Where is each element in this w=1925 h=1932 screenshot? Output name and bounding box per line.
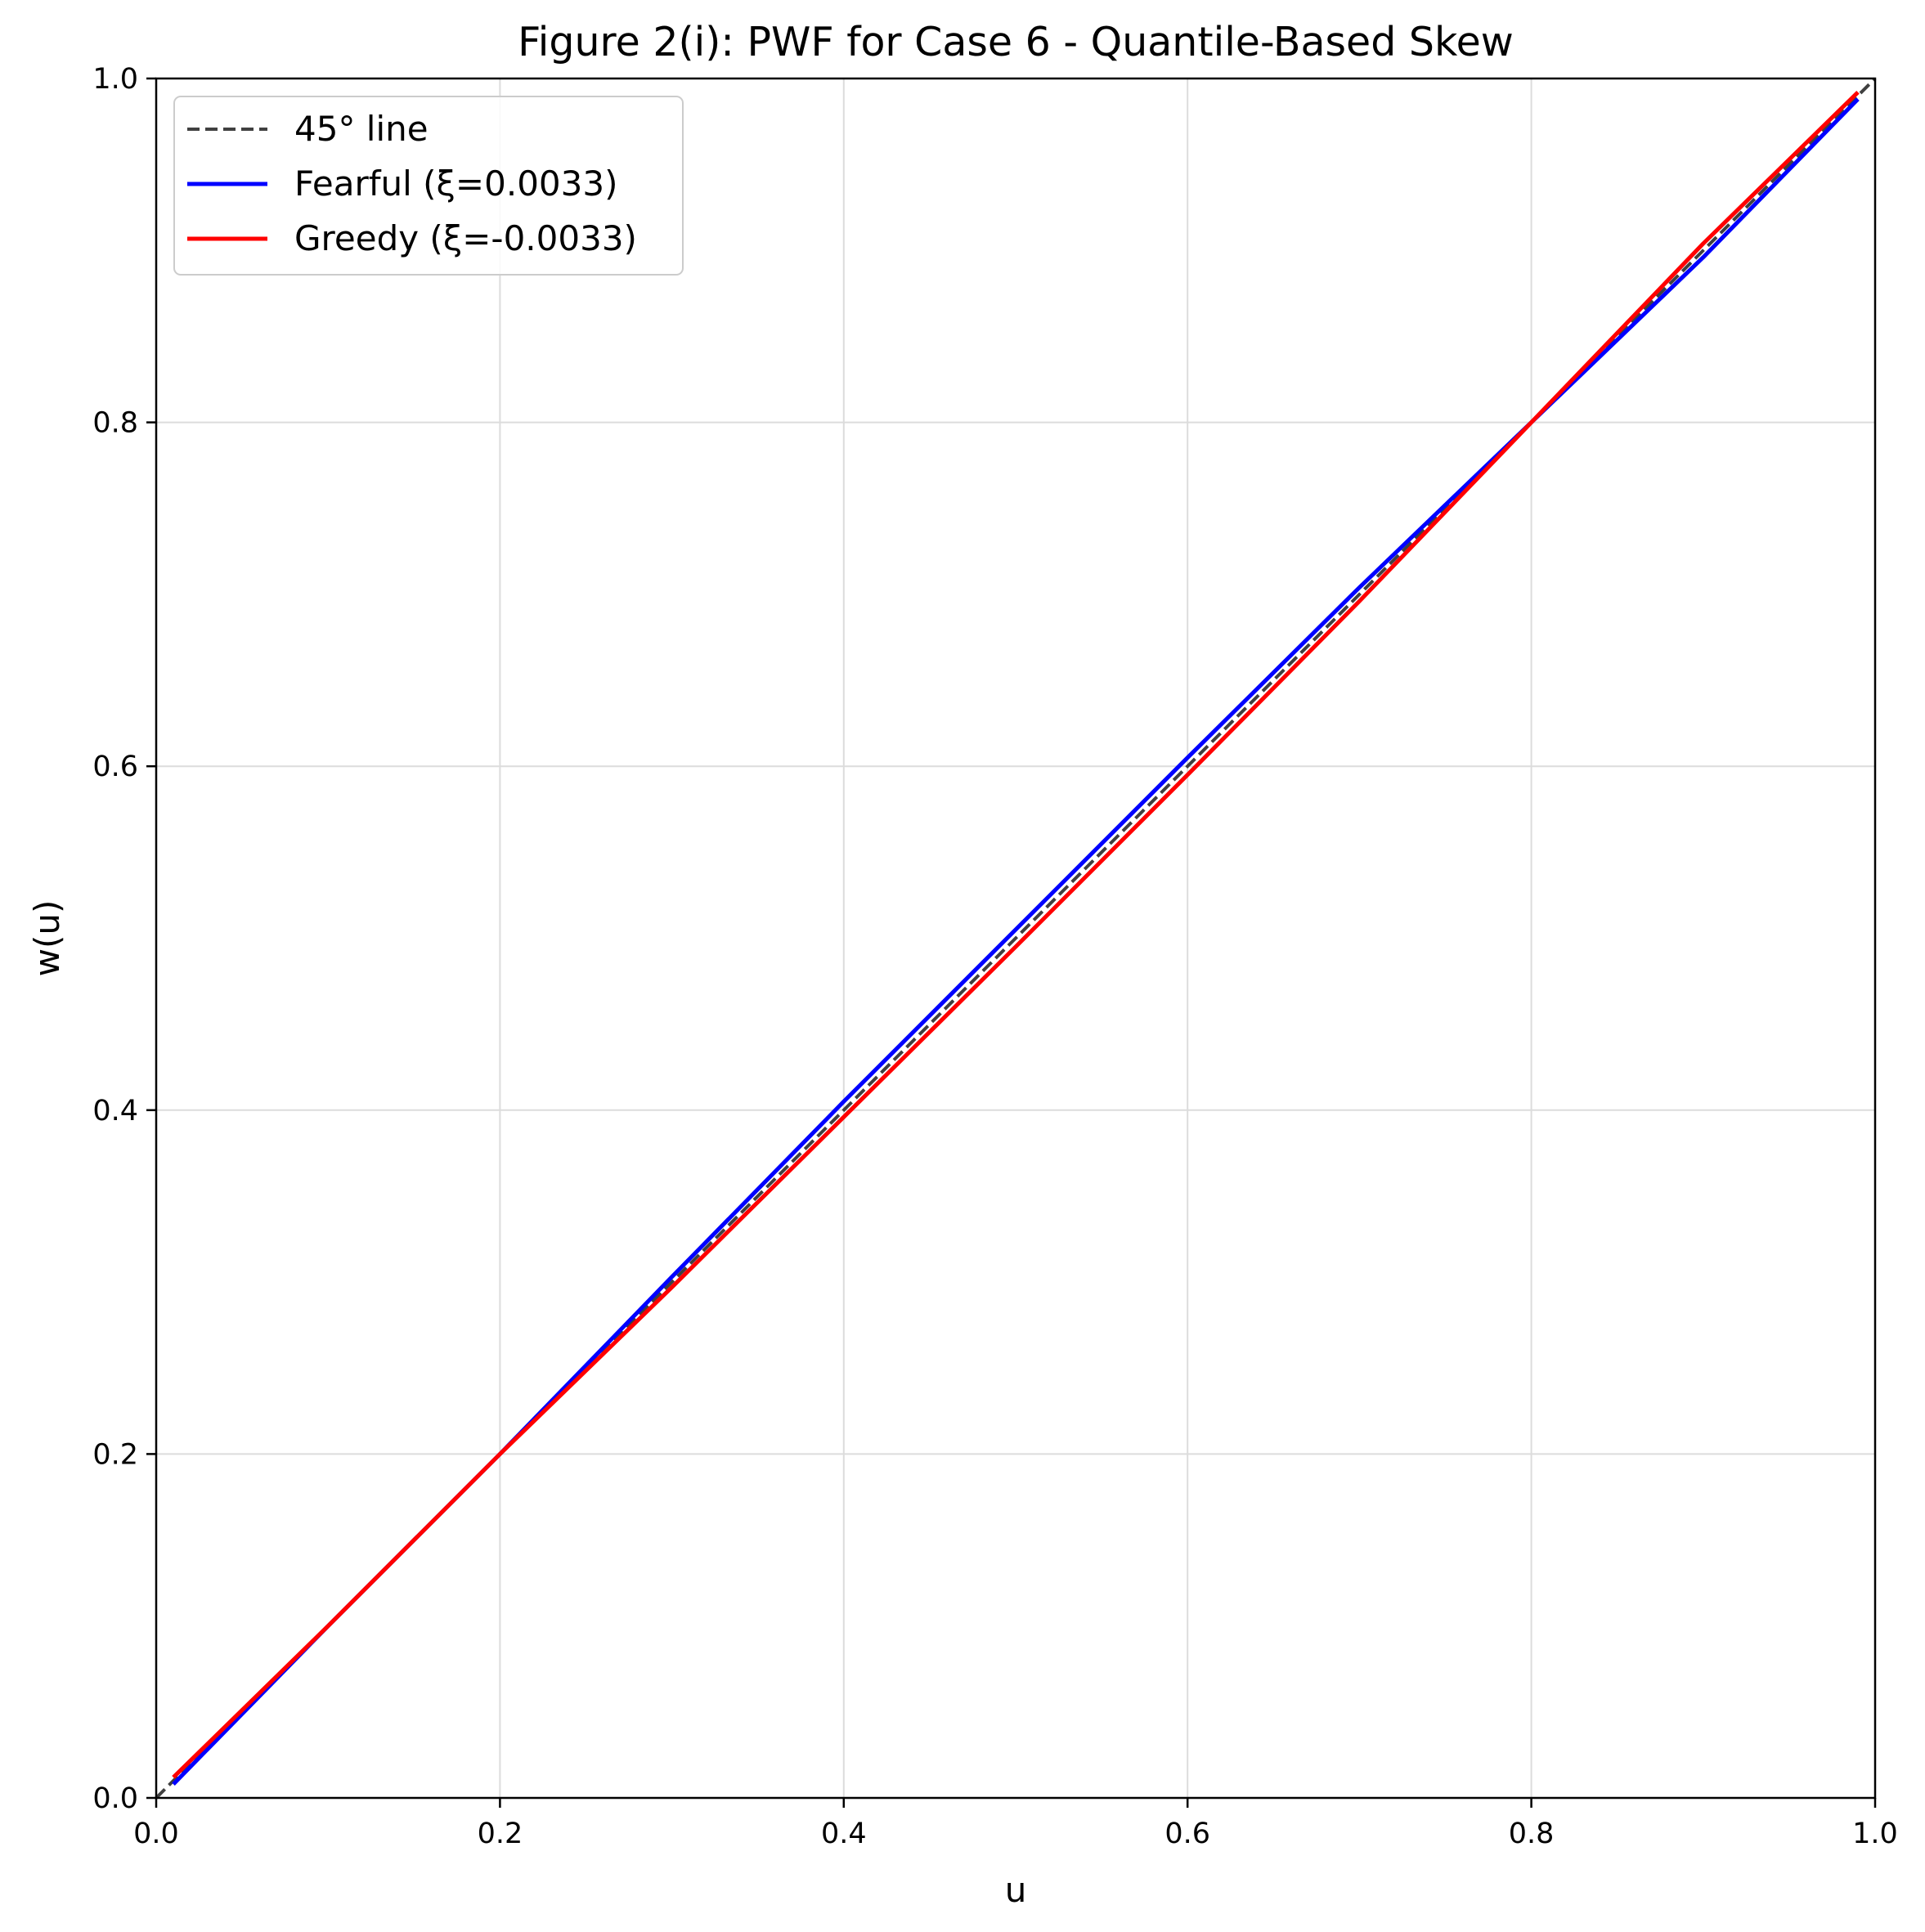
ticks: 0.0 0.2 0.4 0.6 0.8 1.0 0.0 0.2 0.4 0.6 0.8 1.0 (92, 63, 1898, 1850)
series-line-2 (172, 91, 1860, 1779)
x-tick-label: 0.2 (478, 1818, 523, 1850)
legend-label: Greedy (ξ=-0.0033) (294, 218, 637, 258)
x-tick-label: 1.0 (1852, 1818, 1898, 1850)
axes-frame (155, 77, 1877, 1800)
legend: 45° line Fearful (ξ=0.0033) Greedy (ξ=-0.0… (173, 96, 684, 276)
series-group (155, 77, 1877, 1800)
y-tick-label: 0.8 (92, 407, 138, 440)
x-tick-label: 0.0 (133, 1818, 179, 1850)
y-tick-label: 0.2 (92, 1438, 138, 1471)
legend-box (173, 96, 684, 276)
y-tick-label: 0.6 (92, 751, 138, 783)
chart-title: Figure 2(i): PWF for Case 6 - Quantile-B… (518, 19, 1514, 65)
x-tick-label: 0.6 (1164, 1818, 1210, 1850)
x-axis-label: u (1005, 1870, 1027, 1910)
y-axis-label: w(u) (27, 900, 67, 977)
y-tick-label: 1.0 (92, 63, 138, 96)
legend-label: Fearful (ξ=0.0033) (294, 164, 617, 204)
y-tick-label: 0.0 (92, 1782, 138, 1815)
y-tick-label: 0.4 (92, 1095, 138, 1127)
x-tick-label: 0.4 (821, 1818, 867, 1850)
x-tick-label: 0.8 (1509, 1818, 1555, 1850)
series-line-1 (172, 97, 1860, 1786)
legend-label: 45° line (294, 109, 429, 149)
